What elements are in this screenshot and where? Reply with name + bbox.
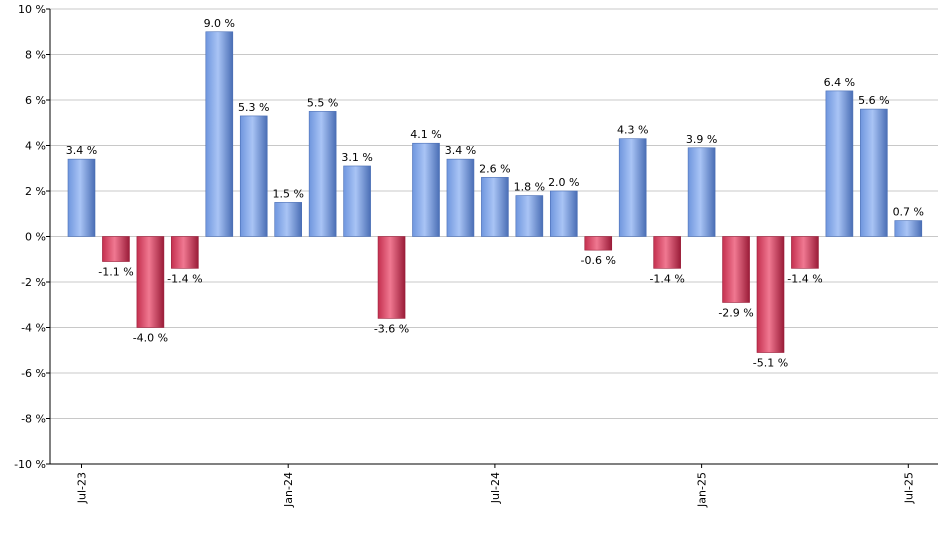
data-label: 1.5 % [272, 187, 303, 200]
data-label: 5.6 % [858, 94, 889, 107]
data-label: -4.0 % [133, 332, 168, 345]
y-tick-label: 0 % [25, 231, 46, 244]
y-tick-label: -10 % [14, 458, 46, 471]
x-tick-label: Jan-24 [282, 472, 295, 508]
bars [67, 31, 923, 353]
bar-jan-24 [274, 202, 303, 237]
x-tick-label: Jan-25 [696, 472, 709, 508]
bar-dec-24 [653, 236, 681, 269]
y-tick-label: 2 % [25, 185, 46, 198]
bar-oct-24 [584, 236, 613, 251]
data-label: -5.1 % [753, 357, 788, 370]
data-label: 3.4 % [445, 144, 476, 157]
data-label: 4.3 % [617, 124, 648, 137]
bar-oct-23 [171, 236, 199, 269]
bar-jul-24 [481, 177, 509, 237]
data-label: 3.9 % [686, 133, 717, 146]
bar-jan-25 [687, 147, 716, 237]
bar-jul-23 [67, 158, 96, 237]
data-label: 2.6 % [479, 162, 510, 175]
bar-may-24 [412, 142, 440, 237]
y-tick-label: -8 % [21, 413, 46, 426]
x-tick-label: Jul-25 [902, 472, 915, 504]
x-tick-label: Jul-23 [76, 472, 89, 504]
data-label: 4.1 % [410, 128, 441, 141]
bar-aug-24 [515, 195, 544, 237]
bar-dec-23 [239, 115, 268, 237]
data-labels: 3.4 % -1.1 % -4.0 % -1.4 % 9.0 % 5.3 % 1.5 % 5.… [66, 17, 924, 370]
bar-mar-25 [756, 236, 785, 353]
data-label: -1.1 % [98, 266, 133, 279]
bar-feb-24 [308, 111, 337, 237]
y-tick-label: 6 % [25, 94, 46, 107]
data-label: 1.8 % [514, 181, 545, 194]
y-tick-label: 8 % [25, 49, 46, 62]
x-axis-ticks: Jul-23 Jan-24 Jul-24 Jan-25 Jul-25 [76, 464, 915, 508]
bar-sep-24 [549, 190, 578, 237]
data-label: -1.4 % [649, 272, 684, 285]
bar-apr-24 [377, 236, 406, 319]
bar-jul-25 [894, 220, 923, 237]
bar-nov-24 [618, 138, 647, 237]
bar-feb-25 [722, 236, 750, 303]
bar-jun-25 [860, 108, 888, 237]
data-label: -2.9 % [718, 306, 753, 319]
y-tick-label: -6 % [21, 367, 46, 380]
data-label: 9.0 % [204, 17, 235, 30]
y-axis-ticks: 10 % 8 % 6 % 4 % 2 % 0 % -2 % -4 % -6 % -8 % -10 % [14, 3, 50, 471]
data-label: 5.5 % [307, 96, 338, 109]
bar-mar-24 [343, 165, 371, 237]
y-tick-label: 4 % [25, 140, 46, 153]
data-label: 3.4 % [66, 144, 97, 157]
x-tick-label: Jul-24 [489, 472, 502, 504]
data-label: 5.3 % [238, 101, 269, 114]
data-label: -3.6 % [374, 322, 409, 335]
data-label: 3.1 % [341, 151, 372, 164]
data-label: -1.4 % [787, 272, 822, 285]
bar-sep-23 [136, 236, 165, 328]
axes [49, 9, 938, 465]
y-tick-label: 10 % [18, 3, 46, 16]
bar-aug-23 [102, 236, 130, 262]
data-label: 2.0 % [548, 176, 579, 189]
bar-may-25 [825, 90, 854, 237]
data-label: 6.4 % [824, 76, 855, 89]
data-label: -0.6 % [581, 254, 616, 267]
y-tick-label: -4 % [21, 322, 46, 335]
y-tick-label: -2 % [21, 276, 46, 289]
bar-jun-24 [446, 158, 475, 237]
bar-nov-23 [205, 31, 234, 237]
bar-apr-25 [791, 236, 819, 269]
data-label: -1.4 % [167, 272, 202, 285]
data-label: 0.7 % [893, 206, 924, 219]
